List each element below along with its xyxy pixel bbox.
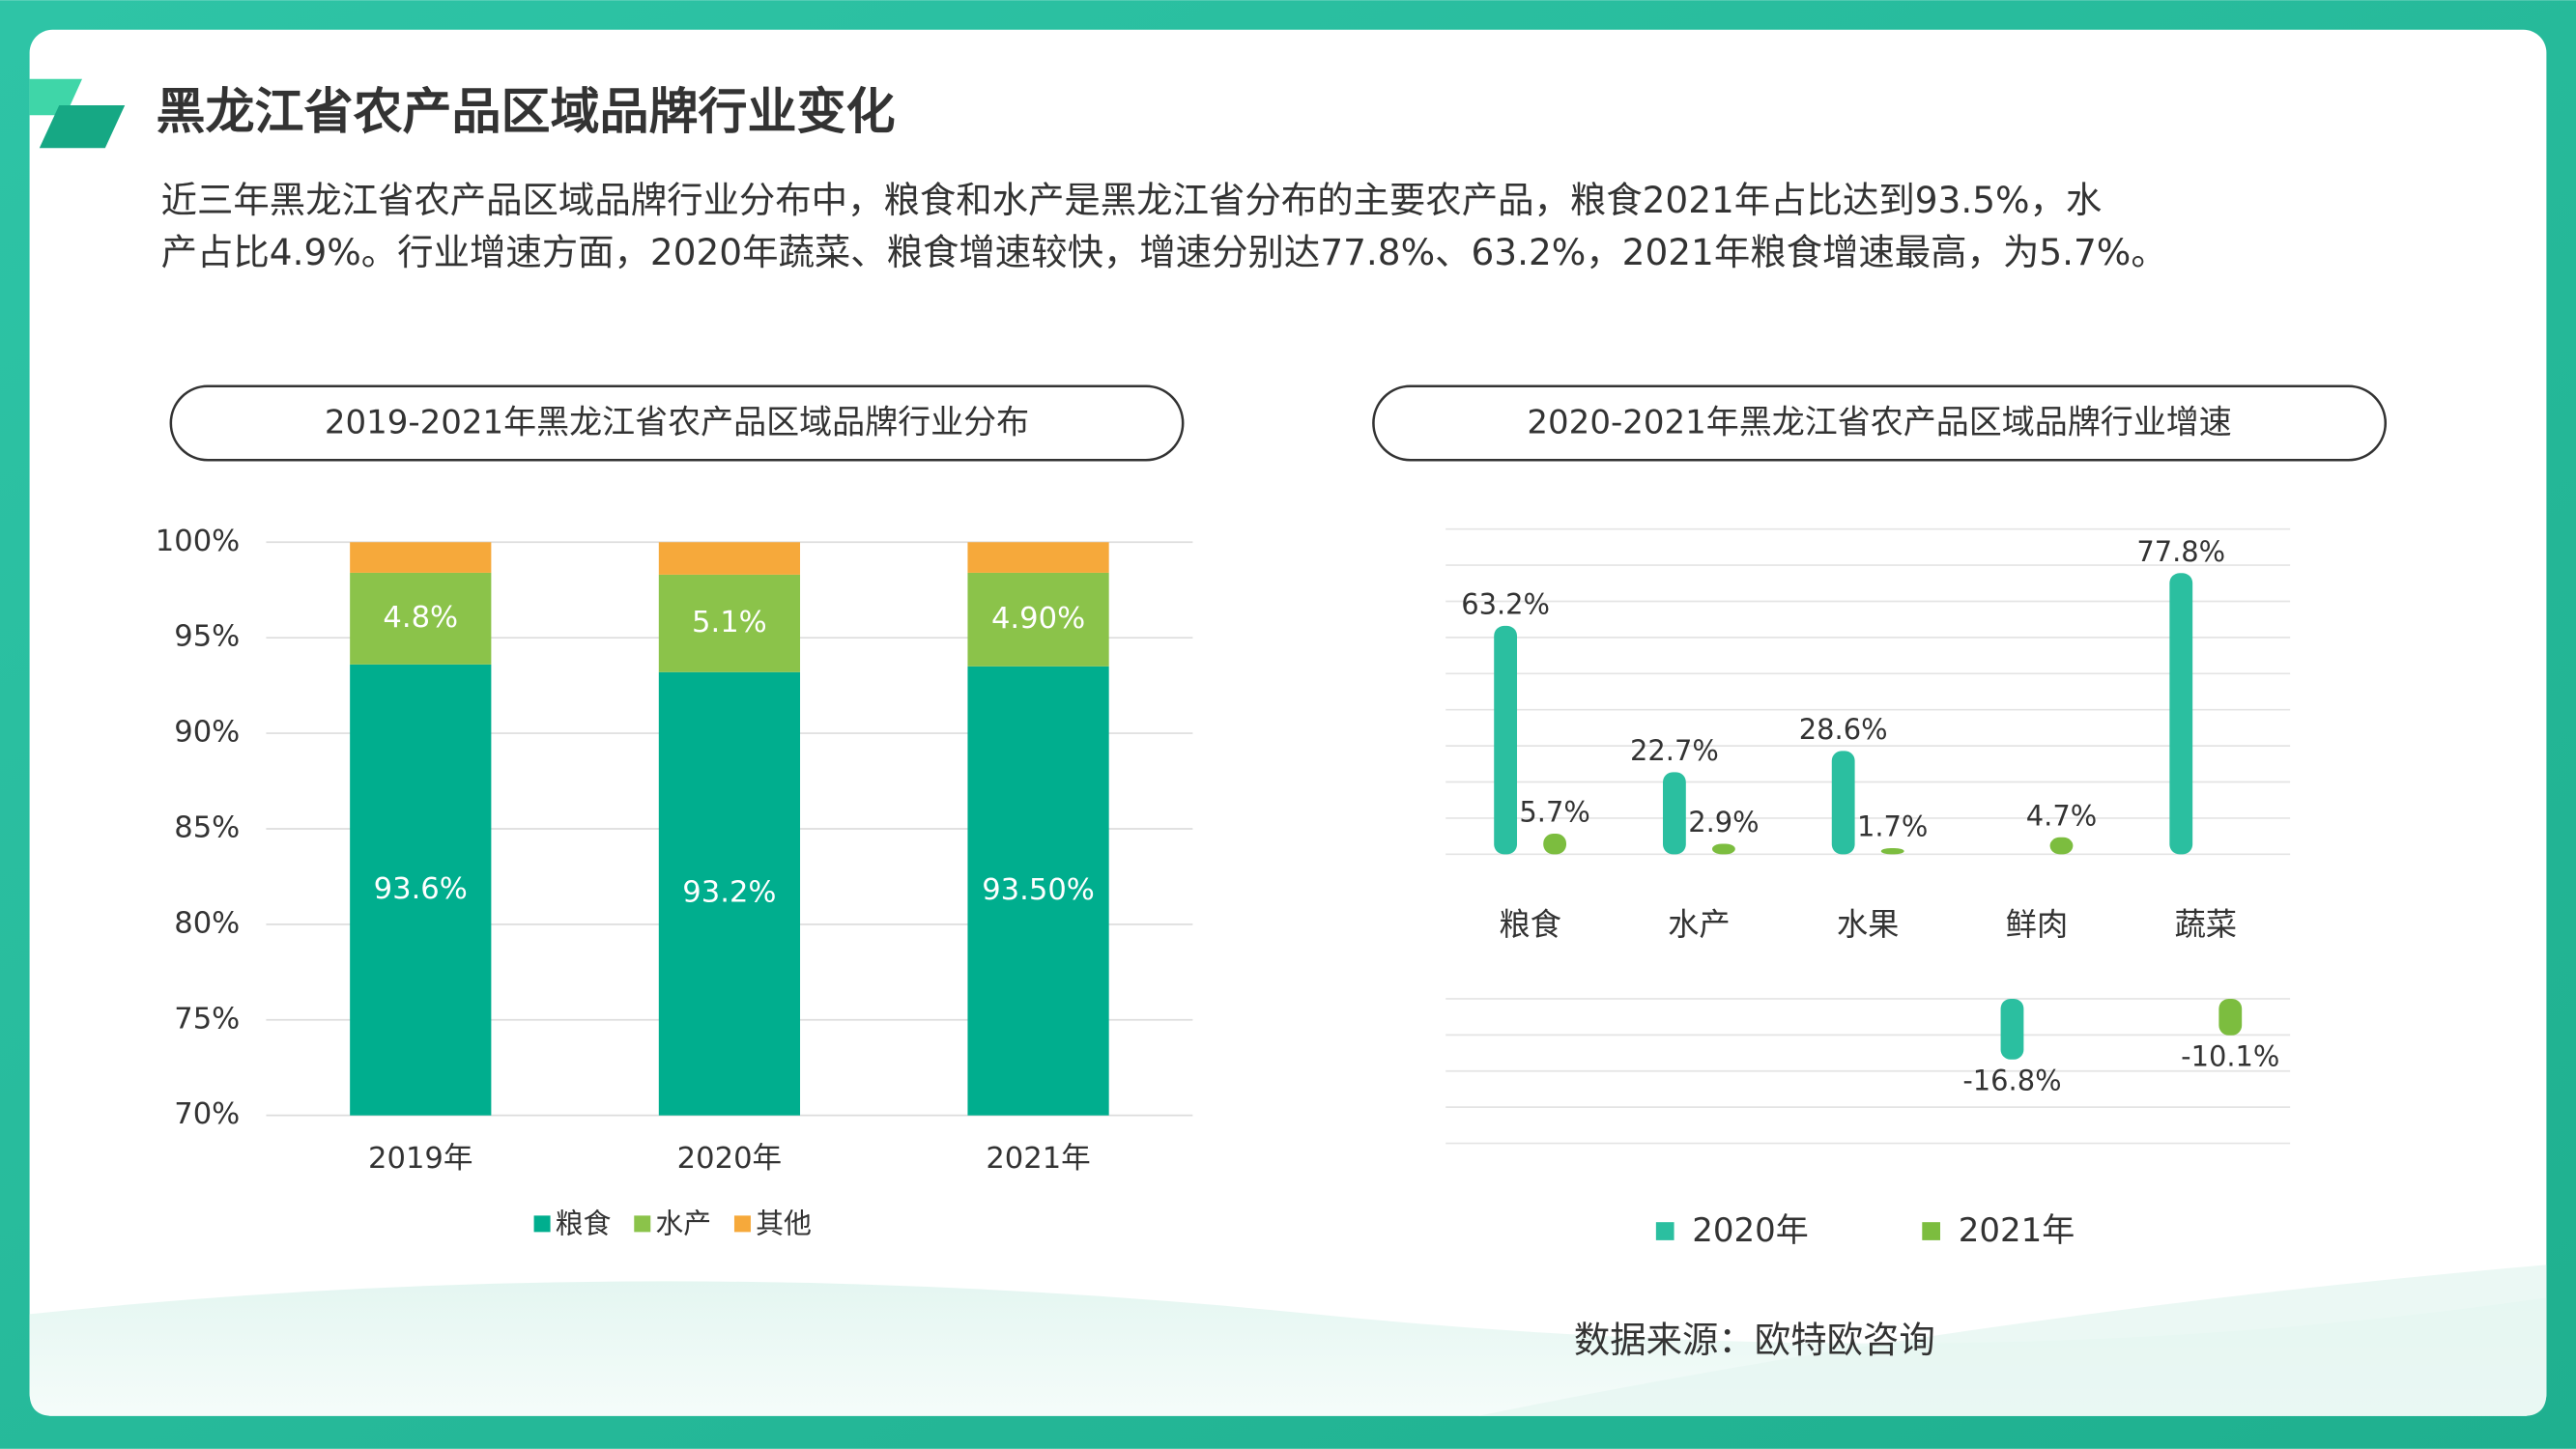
data-label: 28.6% [1799,713,1888,746]
legend-label: 其他 [756,1208,812,1240]
data-label: 4.7% [2026,799,2097,832]
data-label: 93.2% [682,876,776,910]
chart-title-pill [1372,384,2388,462]
legend-swatch [1655,1222,1674,1240]
legend-label: 2020年 [1692,1211,1809,1250]
bar-segment [658,671,801,1116]
bar [2000,998,2024,1060]
bar-segment [350,572,492,665]
legend-swatch [733,1215,751,1233]
x-tick-label: 水产 [1668,906,1731,943]
bar-segment [967,572,1109,667]
legend-swatch [1922,1222,1941,1240]
data-label: 22.7% [1630,734,1719,767]
wave [1478,1264,2547,1416]
description: 产占比4.9%。行业增速方面，2020年蔬菜、粮食增速较快，增速分别达77.8%… [161,231,2167,273]
bar [2218,998,2243,1036]
y-tick-label: 80% [174,906,240,940]
x-tick-label: 2019年 [368,1142,472,1176]
bar [2169,573,2193,855]
y-tick-label: 100% [156,525,240,558]
data-label: 4.90% [991,602,1085,636]
bar [1662,772,1686,855]
x-tick-label: 水果 [1837,906,1900,943]
data-label: 93.6% [374,872,468,906]
data-label: 5.7% [1519,796,1589,829]
data-label: 93.50% [982,873,1095,907]
x-tick-label: 鲜肉 [2006,906,2069,943]
data-label: 2.9% [1688,806,1759,838]
y-tick-label: 95% [174,620,240,654]
y-tick-label: 70% [174,1097,240,1131]
data-label: -16.8% [1962,1065,2061,1097]
x-tick-label: 粮食 [1499,906,1561,943]
legend-label: 粮食 [556,1208,612,1240]
x-tick-label: 2020年 [677,1142,782,1176]
data-label: 63.2% [1461,588,1550,621]
bar [1831,751,1855,855]
y-tick-label: 85% [174,810,240,844]
data-label: 1.7% [1857,810,1928,843]
legend-label: 2021年 [1959,1211,2075,1250]
title-icon [39,105,126,149]
legend-swatch [533,1215,551,1233]
y-tick-label: 90% [174,716,240,750]
bar [1494,625,1518,855]
bar [1880,847,1904,855]
bar-segment [658,542,801,575]
chart-title: 2020-2021年黑龙江省农产品区域品牌行业增速 [1527,403,2231,441]
data-label: 5.1% [692,606,767,639]
description: 近三年黑龙江省农产品区域品牌行业分布中，粮食和水产是黑龙江省分布的主要农产品，粮… [161,179,2103,221]
bar-segment [658,574,801,672]
legend-label: 水产 [655,1208,711,1240]
legend-swatch [634,1215,651,1233]
bar-segment [350,542,492,573]
bar [1543,833,1567,855]
chart-title-pill [169,384,1185,462]
bar-segment [967,542,1109,573]
y-tick-label: 75% [174,1002,240,1036]
bar [2049,837,2074,855]
data-label: 77.8% [2136,535,2225,568]
data-label: 4.8% [383,601,458,635]
bar [1712,843,1735,855]
chart-title: 2019-2021年黑龙江省农产品区域品牌行业分布 [325,403,1029,441]
data-label: -10.1% [2181,1040,2279,1073]
x-tick-label: 蔬菜 [2174,906,2237,943]
bar-segment [967,666,1109,1116]
source: 数据来源：欧特欧咨询 [1574,1319,1935,1361]
title: 黑龙江省农产品区域品牌行业变化 [157,84,896,141]
bar-segment [350,664,492,1116]
x-tick-label: 2021年 [986,1142,1090,1176]
